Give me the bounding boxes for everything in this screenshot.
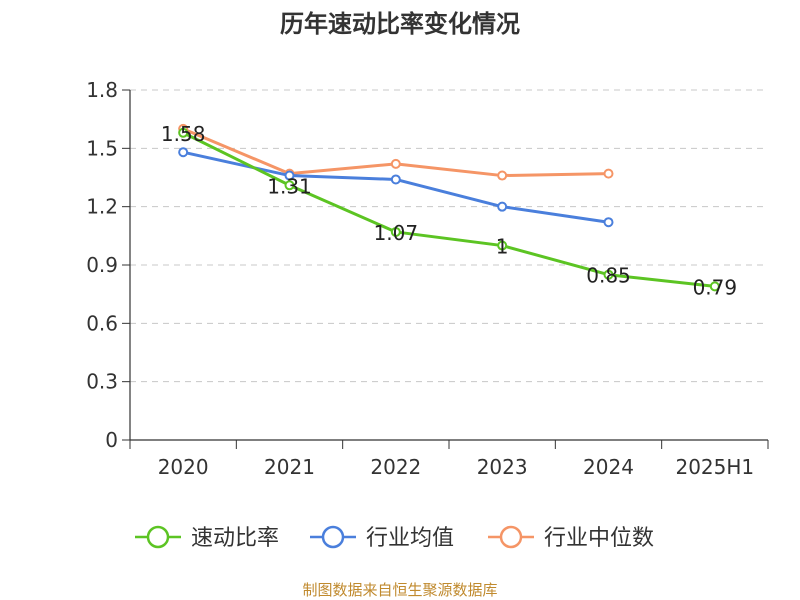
gridlines [130, 89, 768, 383]
data-point [603, 168, 614, 179]
x-tick-label: 2020 [158, 455, 209, 479]
y-tick-label: 1.5 [86, 136, 118, 160]
data-point [709, 281, 720, 292]
legend-swatch-marker [321, 525, 345, 549]
x-tick-label: 2021 [264, 455, 315, 479]
y-tick-label: 0 [105, 428, 118, 452]
data-point [390, 174, 401, 185]
data-point [497, 240, 508, 251]
x-axis: 2020 2021 2022 2023 2024 2025H1 [129, 439, 769, 479]
data-point [603, 269, 614, 280]
y-tick-label: 1.2 [86, 195, 118, 219]
y-tick-label: 0.3 [86, 370, 118, 394]
x-tick-label: 2025H1 [675, 455, 754, 479]
data-point [284, 180, 295, 191]
x-tick-label: 2023 [477, 455, 528, 479]
source-note: 制图数据来自恒生聚源数据库 [302, 581, 497, 599]
data-point [178, 147, 189, 158]
data-label: 0.79 [693, 275, 738, 299]
data-label: 1.31 [267, 174, 312, 198]
data-label: 1.07 [374, 221, 419, 245]
data-label: 1.58 [161, 122, 206, 146]
y-tick-label: 1.8 [86, 78, 118, 102]
legend-swatch-marker [499, 525, 523, 549]
legend-item[interactable]: 速动比率 [135, 525, 279, 551]
data-point [603, 217, 614, 228]
legend-label: 速动比率 [191, 526, 279, 551]
x-tick-label: 2022 [370, 455, 421, 479]
series-line [182, 131, 715, 288]
data-point [178, 127, 189, 138]
x-tick-label: 2024 [583, 455, 634, 479]
data-point [284, 170, 295, 181]
data-point [390, 226, 401, 237]
data-label: 1 [496, 235, 509, 259]
y-tick-label: 0.6 [86, 311, 118, 335]
data-point [390, 158, 401, 169]
legend-item[interactable]: 行业中位数 [488, 525, 654, 551]
y-axis: 0 0.3 0.6 0.9 1.2 1.5 1.8 [86, 78, 131, 452]
data-point [497, 170, 508, 181]
legend-swatch-marker [146, 525, 170, 549]
legend-label: 行业中位数 [544, 526, 654, 551]
data-label: 0.85 [586, 264, 631, 288]
legend-label: 行业均值 [366, 526, 454, 551]
series-lines [178, 123, 720, 292]
legend: 速动比率 行业均值 行业中位数 [135, 525, 654, 551]
data-labels: 1.58 1.31 1.07 1 0.85 0.79 [161, 122, 737, 300]
y-tick-label: 0.9 [86, 253, 118, 277]
chart-title: 历年速动比率变化情况 [280, 10, 520, 38]
legend-item[interactable]: 行业均值 [310, 525, 454, 551]
data-point [497, 201, 508, 212]
